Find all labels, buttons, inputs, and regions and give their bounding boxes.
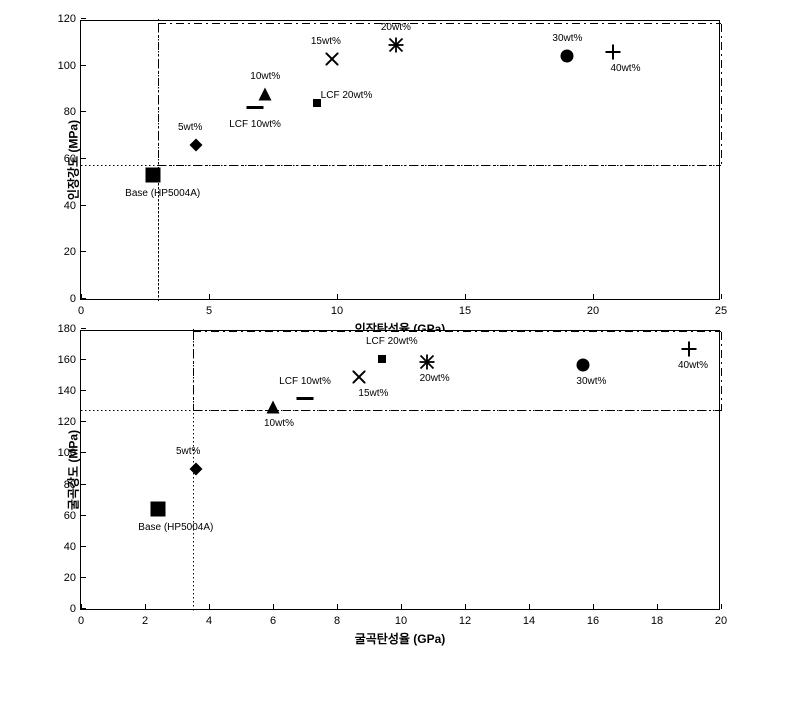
data-point-label: 40wt% [678, 360, 708, 371]
data-point-label: 5wt% [178, 122, 202, 133]
xtick-label: 0 [78, 305, 84, 317]
data-point-label: LCF 20wt% [321, 90, 373, 101]
data-point [388, 37, 403, 52]
data-point [419, 354, 434, 369]
xtick-label: 20 [587, 305, 599, 317]
ytick-label: 40 [51, 200, 76, 212]
ytick-label: 120 [51, 416, 76, 428]
ytick-label: 80 [51, 106, 76, 118]
data-point-label: 10wt% [250, 71, 280, 82]
xtick-label: 14 [523, 615, 535, 627]
ytick-label: 60 [51, 153, 76, 165]
data-point [313, 99, 321, 107]
ytick-label: 20 [51, 572, 76, 584]
data-point [259, 87, 272, 100]
data-point-label: 40wt% [610, 63, 640, 74]
xtick-label: 25 [715, 305, 727, 317]
ytick-label: 40 [51, 541, 76, 553]
flexural-ylabel: 굴곡강도 (MPa) [65, 430, 82, 510]
ytick-label: 100 [51, 60, 76, 72]
data-point [353, 371, 366, 384]
data-point [561, 50, 574, 63]
data-point-label: 15wt% [358, 388, 388, 399]
ytick-label: 0 [51, 293, 76, 305]
xtick-label: 6 [270, 615, 276, 627]
xtick-label: 15 [459, 305, 471, 317]
xtick-label: 18 [651, 615, 663, 627]
data-point [150, 502, 165, 517]
xtick-label: 5 [206, 305, 212, 317]
data-point-label: LCF 10wt% [229, 119, 281, 130]
data-point [145, 168, 160, 183]
data-point [190, 463, 203, 476]
flexural-xlabel: 굴곡탄성율 (GPa) [355, 630, 446, 647]
xtick-label: 8 [334, 615, 340, 627]
ytick-label: 80 [51, 479, 76, 491]
data-point [378, 355, 386, 363]
data-point-label: 20wt% [381, 22, 411, 33]
data-point [682, 342, 697, 357]
ytick-label: 20 [51, 246, 76, 258]
data-point [606, 44, 621, 59]
data-point-label: LCF 10wt% [279, 376, 331, 387]
xtick-label: 20 [715, 615, 727, 627]
data-point-label: LCF 20wt% [366, 336, 418, 347]
xtick-label: 4 [206, 615, 212, 627]
xtick-label: 16 [587, 615, 599, 627]
data-point [190, 139, 203, 152]
flexural-chart: 굴곡탄성율 (GPa) 굴곡강도 (MPa) 02468101214161820… [20, 330, 767, 610]
xtick-label: 10 [331, 305, 343, 317]
xtick-label: 2 [142, 615, 148, 627]
data-point [577, 358, 590, 371]
data-point [325, 52, 338, 65]
xtick-label: 10 [395, 615, 407, 627]
data-point [247, 106, 264, 110]
data-point [297, 397, 314, 401]
data-point-label: 5wt% [176, 446, 200, 457]
ytick-label: 100 [51, 447, 76, 459]
tensile-chart: 인장탄성율 (GPa) 인장강도 (MPa) 05101520250204060… [20, 20, 767, 300]
data-point-label: 15wt% [311, 36, 341, 47]
ytick-label: 60 [51, 510, 76, 522]
data-point-label: Base (HP5004A) [138, 522, 213, 533]
xtick-label: 0 [78, 615, 84, 627]
data-point-label: 30wt% [576, 376, 606, 387]
ytick-label: 160 [51, 354, 76, 366]
xtick-label: 12 [459, 615, 471, 627]
data-point-label: 20wt% [420, 373, 450, 384]
data-point-label: 10wt% [264, 418, 294, 429]
ytick-label: 120 [51, 13, 76, 25]
data-point-label: 30wt% [552, 33, 582, 44]
flexural-plot-area: 굴곡탄성율 (GPa) 굴곡강도 (MPa) 02468101214161820… [80, 330, 720, 610]
ytick-label: 0 [51, 603, 76, 615]
ytick-label: 140 [51, 385, 76, 397]
ytick-label: 180 [51, 323, 76, 335]
data-point-label: Base (HP5004A) [125, 188, 200, 199]
tensile-plot-area: 인장탄성율 (GPa) 인장강도 (MPa) 05101520250204060… [80, 20, 720, 300]
data-point [267, 400, 280, 413]
